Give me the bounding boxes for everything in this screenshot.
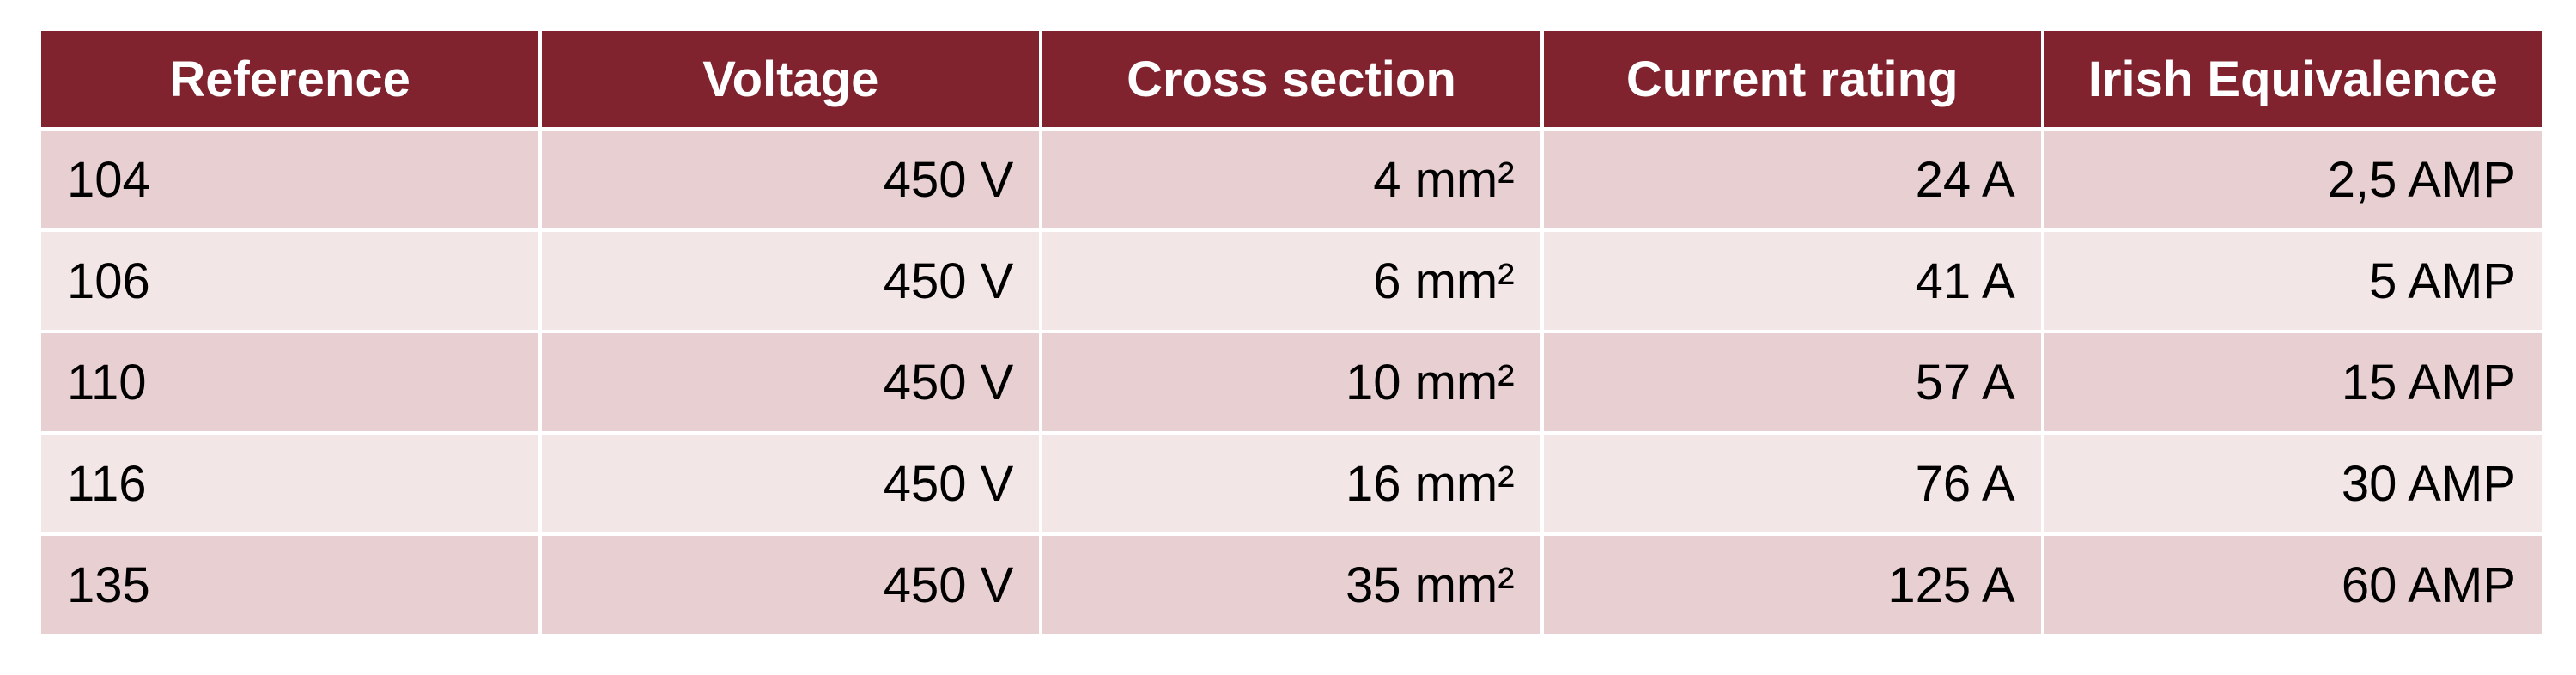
table-cell: 57 A — [1543, 333, 2041, 431]
cable-table: Reference Voltage Cross section Current rat… — [38, 27, 2545, 637]
table-cell: 76 A — [1543, 435, 2041, 532]
table-cell: 30 AMP — [2044, 435, 2542, 532]
table-cell: 450 V — [542, 333, 1040, 431]
table-cell: 125 A — [1543, 536, 2041, 634]
header-cell: Reference — [41, 31, 539, 127]
header-cell: Cross section — [1042, 31, 1540, 127]
table-cell: 110 — [41, 333, 539, 431]
table-header: Reference Voltage Cross section Current rat… — [41, 31, 2542, 127]
header-cell: Current rating — [1543, 31, 2041, 127]
table-cell: 4 mm² — [1042, 131, 1540, 228]
table-cell: 450 V — [542, 435, 1040, 532]
header-cell: Irish Equivalence — [2044, 31, 2542, 127]
table-row: 135 450 V 35 mm² 125 A 60 AMP — [41, 536, 2542, 634]
table-cell: 10 mm² — [1042, 333, 1540, 431]
table-cell: 35 mm² — [1042, 536, 1540, 634]
table-cell: 106 — [41, 232, 539, 330]
table-cell: 2,5 AMP — [2044, 131, 2542, 228]
table-cell: 450 V — [542, 131, 1040, 228]
table-cell: 60 AMP — [2044, 536, 2542, 634]
table-cell: 6 mm² — [1042, 232, 1540, 330]
header-row: Reference Voltage Cross section Current rat… — [41, 31, 2542, 127]
header-cell: Voltage — [542, 31, 1040, 127]
table-row: 116 450 V 16 mm² 76 A 30 AMP — [41, 435, 2542, 532]
table-cell: 15 AMP — [2044, 333, 2542, 431]
table-cell: 41 A — [1543, 232, 2041, 330]
table-cell: 116 — [41, 435, 539, 532]
table-row: 110 450 V 10 mm² 57 A 15 AMP — [41, 333, 2542, 431]
table-cell: 24 A — [1543, 131, 2041, 228]
table-cell: 450 V — [542, 536, 1040, 634]
table-cell: 135 — [41, 536, 539, 634]
table-cell: 5 AMP — [2044, 232, 2542, 330]
table-cell: 104 — [41, 131, 539, 228]
table-cell: 16 mm² — [1042, 435, 1540, 532]
table-cell: 450 V — [542, 232, 1040, 330]
